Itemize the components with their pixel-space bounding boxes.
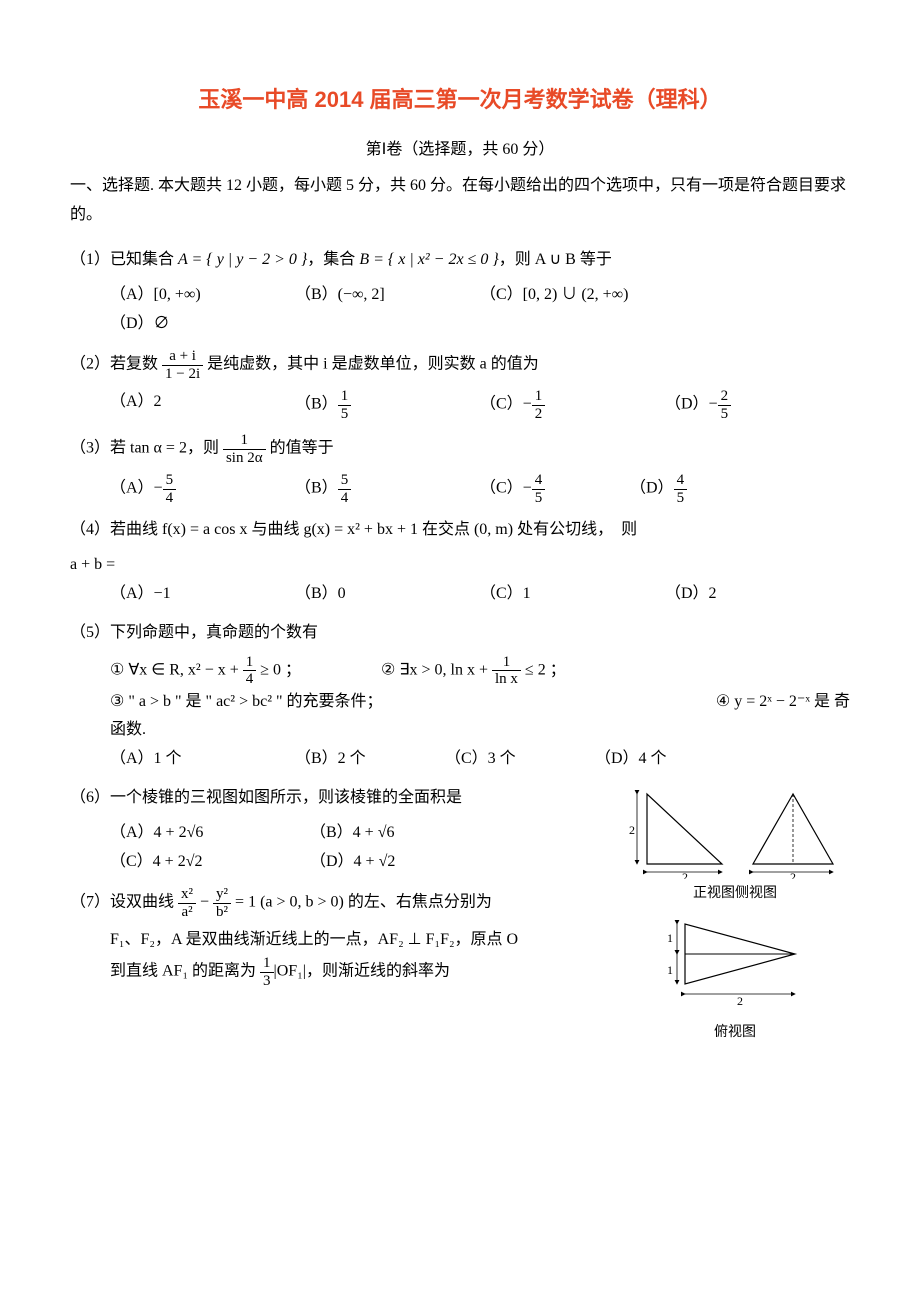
q2-frac: a + i1 − 2i: [162, 348, 203, 382]
q1-mid: ，集合: [307, 251, 359, 268]
q3-prefix: （3）若 tan α = 2，则: [70, 440, 223, 457]
question-5: （5）下列命题中，真命题的个数有 ① ∀x ∈ R, x² − x + 14 ≥…: [70, 619, 850, 774]
q1-options: （A）[0, +∞) （B）(−∞, 2] （C）[0, 2) ∪ (2, +∞…: [70, 281, 850, 339]
page-title: 玉溪一中高 2014 届高三第一次月考数学试卷（理科）: [70, 80, 850, 120]
q1-suffix: ，则 A ∪ B 等于: [499, 251, 612, 268]
q5-s1: ① ∀x ∈ R, x² − x + 14 ≥ 0 ；: [110, 654, 301, 688]
question-2: （2）若复数 a + i1 − 2i 是纯虚数，其中 i 是虚数单位，则实数 a…: [70, 348, 850, 422]
q3-text: （3）若 tan α = 2，则 1sin 2α 的值等于: [70, 432, 850, 466]
svg-text:2: 2: [737, 994, 743, 1008]
question-1: （1）已知集合 A = { y | y − 2 > 0 }，集合 B = { x…: [70, 246, 850, 338]
q5-s3: ③ " a > b " 是 " ac² > bc² " 的充要条件；: [110, 688, 383, 717]
q3-optD: （D）45: [630, 472, 780, 506]
q3-optC: （C）−45: [480, 472, 630, 506]
q1-setA: A = { y | y − 2 > 0 }: [178, 251, 307, 268]
three-view-diagrams: 2 2 2 正视图侧视图 1 1 2 俯视图: [620, 784, 850, 1054]
svg-text:2: 2: [629, 823, 635, 837]
q2-text: （2）若复数 a + i1 − 2i 是纯虚数，其中 i 是虚数单位，则实数 a…: [70, 348, 850, 382]
svg-text:1: 1: [667, 931, 673, 945]
q2-options: （A）2 （B）15 （C）−12 （D）−25: [70, 388, 850, 422]
q5-s2: ② ∃x > 0, ln x + 1ln x ≤ 2 ；: [381, 654, 566, 688]
section-instructions: 一、选择题. 本大题共 12 小题，每小题 5 分，共 60 分。在每小题给出的…: [70, 172, 850, 230]
q1-optC: （C）[0, 2) ∪ (2, +∞): [480, 281, 717, 310]
q1-setB: B = { x | x² − 2x ≤ 0 }: [359, 251, 498, 268]
q5-optB: （B）2 个: [295, 745, 445, 774]
q4-optC: （C）1: [480, 580, 665, 609]
q5-s4: ④ y = 2ˣ − 2⁻ˣ 是 奇: [716, 688, 850, 717]
q2-suffix: 是纯虚数，其中 i 是虚数单位，则实数 a 的值为: [203, 356, 539, 373]
q6-options: （A）4 + 2√6 （B）4 + √6 （C）4 + 2√2 （D）4 + √…: [70, 819, 510, 877]
q2-optA: （A）2: [110, 388, 295, 422]
q3-frac: 1sin 2α: [223, 432, 266, 466]
q1-prefix: （1）已知集合: [70, 251, 178, 268]
section-subtitle: 第Ⅰ卷（选择题，共 60 分）: [70, 136, 850, 165]
svg-text:1: 1: [667, 963, 673, 977]
q4-optA: （A）−1: [110, 580, 295, 609]
question-4: （4）若曲线 f(x) = a cos x 与曲线 g(x) = x² + bx…: [70, 516, 850, 608]
q4-options: （A）−1 （B）0 （C）1 （D）2: [70, 580, 850, 609]
q4-optB: （B）0: [295, 580, 480, 609]
front-side-label: 正视图侧视图: [620, 881, 850, 906]
q3-optB: （B）54: [295, 472, 480, 506]
q5-optD: （D）4 个: [595, 745, 745, 774]
q6-optD: （D）4 + √2: [310, 848, 510, 877]
question-3: （3）若 tan α = 2，则 1sin 2α 的值等于 （A）−54 （B）…: [70, 432, 850, 506]
q1-optA: （A）[0, +∞): [110, 281, 295, 310]
q2-optB: （B）15: [295, 388, 480, 422]
q6-optA: （A）4 + 2√6: [110, 819, 310, 848]
q4-optD: （D）2: [665, 580, 850, 609]
q3-suffix: 的值等于: [266, 440, 334, 457]
front-view-icon: 2 2: [627, 784, 732, 879]
q5-s4-cont: 函数.: [110, 716, 850, 745]
top-view-icon: 1 1 2: [655, 914, 815, 1009]
side-view-icon: 2: [738, 784, 843, 879]
top-view-label: 俯视图: [620, 1020, 850, 1045]
q5-subitems: ① ∀x ∈ R, x² − x + 14 ≥ 0 ； ② ∃x > 0, ln…: [70, 654, 850, 746]
q5-optC: （C）3 个: [445, 745, 595, 774]
q3-options: （A）−54 （B）54 （C）−45 （D）45: [70, 472, 850, 506]
q5-text: （5）下列命题中，真命题的个数有: [70, 619, 850, 648]
q1-text: （1）已知集合 A = { y | y − 2 > 0 }，集合 B = { x…: [70, 246, 850, 275]
q6-optB: （B）4 + √6: [310, 819, 510, 848]
q2-optC: （C）−12: [480, 388, 665, 422]
q1-optB: （B）(−∞, 2]: [295, 281, 480, 310]
q2-prefix: （2）若复数: [70, 356, 162, 373]
q5-optA: （A）1 个: [110, 745, 295, 774]
q4-text: （4）若曲线 f(x) = a cos x 与曲线 g(x) = x² + bx…: [70, 516, 850, 545]
q1-optD: （D）∅: [110, 310, 260, 339]
q4-cont: a + b =: [70, 551, 850, 580]
q5-options: （A）1 个 （B）2 个 （C）3 个 （D）4 个: [70, 745, 850, 774]
svg-text:2: 2: [790, 870, 796, 879]
q2-optD: （D）−25: [665, 388, 850, 422]
svg-text:2: 2: [682, 870, 688, 879]
q6-optC: （C）4 + 2√2: [110, 848, 310, 877]
q3-optA: （A）−54: [110, 472, 295, 506]
